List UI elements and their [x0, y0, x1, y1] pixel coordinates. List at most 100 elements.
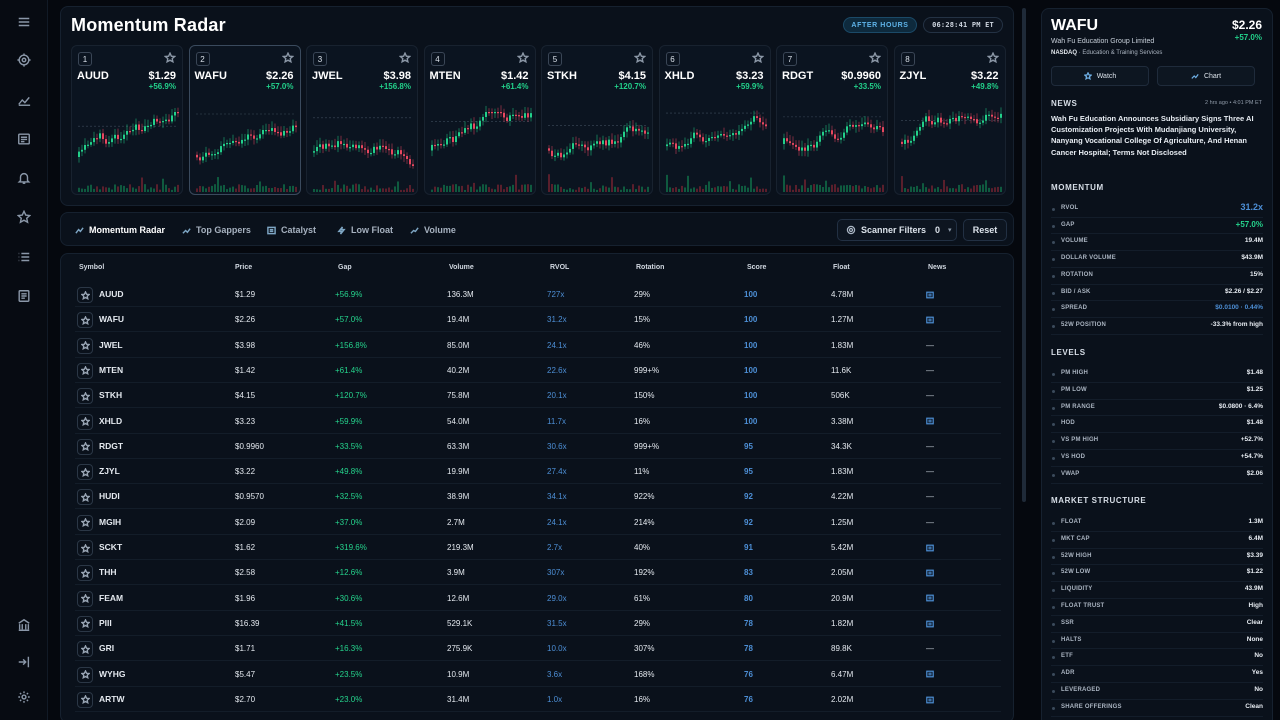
news-headline[interactable]: Wah Fu Education Announces Subsidiary Si…: [1051, 114, 1254, 157]
watch-button[interactable]: Watch: [1051, 66, 1149, 86]
column-header-volume[interactable]: Volume: [449, 264, 474, 271]
radar-card-mten[interactable]: 4 MTEN $1.42 +61.4%: [423, 45, 536, 195]
table-row[interactable]: GRI $1.71 +16.3% 275.9K 10.0x 307% 78 89.8K —: [75, 636, 1001, 662]
list-icon[interactable]: [14, 247, 34, 267]
candle-body: [454, 136, 457, 143]
table-row[interactable]: THH $2.58 +12.6% 3.9M 307x 192% 83 2.05M: [75, 560, 1001, 586]
star-icon[interactable]: [398, 51, 412, 64]
radar-card-xhld[interactable]: 6 XHLD $3.23 +59.9%: [658, 45, 771, 195]
watchlist-star-button[interactable]: [77, 590, 93, 607]
watchlist-star-button[interactable]: [77, 287, 93, 303]
watchlist-star-button[interactable]: [77, 388, 93, 405]
table-row[interactable]: AUUD $1.29 +56.9% 136.3M 727x 29% 100 4.78M: [75, 282, 1001, 307]
watchlist-star-button[interactable]: [77, 489, 93, 506]
watchlist-star-button[interactable]: [77, 691, 93, 708]
main-scrollbar[interactable]: [1022, 8, 1026, 502]
watchlist-star-button[interactable]: [77, 337, 93, 354]
tab-low-float[interactable]: Low Float: [337, 213, 393, 247]
news-icon[interactable]: [926, 662, 934, 687]
logout-icon[interactable]: [14, 652, 34, 672]
column-header-float[interactable]: Float: [833, 264, 850, 271]
chart-icon[interactable]: [14, 90, 34, 110]
column-header-rvol[interactable]: RVOL: [550, 264, 570, 271]
menu-icon[interactable]: [14, 12, 34, 32]
table-row[interactable]: WYHG $5.47 +23.5% 10.9M 3.6x 168% 76 6.47M: [75, 662, 1001, 687]
settings-icon[interactable]: [14, 687, 34, 707]
news-icon[interactable]: [926, 307, 934, 332]
table-row[interactable]: ARTW $2.70 +23.0% 31.4M 1.0x 16% 76 2.02M: [75, 687, 1001, 712]
column-header-price[interactable]: Price: [235, 264, 253, 271]
column-header-news[interactable]: News: [928, 264, 947, 271]
news-icon[interactable]: [926, 409, 934, 434]
tab-volume[interactable]: Volume: [410, 213, 456, 247]
candle-body: [737, 131, 740, 135]
radar-icon[interactable]: [14, 50, 34, 70]
star-icon[interactable]: [281, 51, 294, 64]
radar-card-jwel[interactable]: 3 JWEL $3.98 +156.8%: [306, 45, 418, 195]
watchlist-star-button[interactable]: [77, 514, 93, 531]
column-header-symbol[interactable]: Symbol: [79, 264, 105, 271]
column-header-rotation[interactable]: Rotation: [636, 264, 665, 271]
bank-icon[interactable]: [14, 615, 34, 635]
table-row[interactable]: PIII $16.39 +41.5% 529.1K 31.5x 29% 78 1.82M: [75, 611, 1001, 636]
candle-body: [225, 142, 228, 145]
star-icon[interactable]: [751, 51, 764, 64]
table-row[interactable]: MGIH $2.09 +37.0% 2.7M 24.1x 214% 92 1.25M —: [75, 510, 1001, 535]
star-icon[interactable]: [516, 51, 529, 64]
radar-card-stkh[interactable]: 5 STKH $4.15 +120.7%: [541, 45, 653, 195]
scanner-filters-button[interactable]: Scanner Filters 0 ▾: [837, 219, 957, 241]
column-header-score[interactable]: Score: [747, 264, 767, 271]
table-row[interactable]: MTEN $1.42 +61.4% 40.2M 22.6x 999+% 100 11.6K —: [75, 358, 1001, 383]
news-icon[interactable]: [926, 611, 934, 636]
tab-label: Top Gappers: [196, 225, 251, 235]
watchlist-star-button[interactable]: [77, 615, 93, 632]
column-header-gap[interactable]: Gap: [338, 264, 352, 271]
table-row[interactable]: HUDI $0.9570 +32.5% 38.9M 34.1x 922% 92 4.22M —: [75, 484, 1001, 510]
star-icon[interactable]: [633, 51, 647, 64]
cell-symbol: XHLD: [99, 415, 123, 426]
watchlist-star-button[interactable]: [77, 312, 93, 329]
watchlist-star-button[interactable]: [77, 666, 93, 683]
watchlist-star-button[interactable]: [77, 565, 93, 582]
watchlist-star-button[interactable]: [77, 464, 93, 481]
volume-bar: [590, 182, 592, 192]
notes-icon[interactable]: [14, 286, 34, 306]
chart-button[interactable]: Chart: [1157, 66, 1255, 86]
news-icon[interactable]: [14, 129, 34, 149]
tab-top-gappers[interactable]: Top Gappers: [182, 213, 251, 247]
table-row[interactable]: XHLD $3.23 +59.9% 54.0M 11.7x 16% 100 3.38M: [75, 409, 1001, 434]
watchlist-star-button[interactable]: [77, 438, 93, 455]
news-icon[interactable]: [926, 586, 934, 611]
table-row[interactable]: STKH $4.15 +120.7% 75.8M 20.1x 150% 100 506K —: [75, 383, 1001, 409]
table-row[interactable]: JWEL $3.98 +156.8% 85.0M 24.1x 46% 100 1.83M —: [75, 333, 1001, 358]
tab-catalyst[interactable]: Catalyst: [267, 213, 316, 247]
table-row[interactable]: ZJYL $3.22 +49.8% 19.9M 27.4x 11% 95 1.83M —: [75, 459, 1001, 485]
radar-card-auud[interactable]: 1 AUUD $1.29 +56.9%: [71, 45, 183, 195]
star-icon[interactable]: [868, 51, 882, 64]
volume-bar: [364, 186, 366, 192]
tab-momentum-radar[interactable]: Momentum Radar: [75, 213, 165, 247]
cell-price: $3.22: [235, 467, 256, 477]
table-row[interactable]: FEAM $1.96 +30.6% 12.6M 29.0x 61% 80 20.9M: [75, 586, 1001, 611]
radar-card-zjyl[interactable]: 8 ZJYL $3.22 +49.8%: [893, 45, 1006, 195]
bell-icon[interactable]: [14, 168, 34, 188]
watchlist-star-button[interactable]: [77, 413, 93, 430]
news-icon[interactable]: [926, 560, 934, 585]
star-icon[interactable]: [14, 207, 34, 227]
cell-float: 11.6K: [831, 365, 852, 375]
radar-card-rdgt[interactable]: 7 RDGT $0.9960 +33.5%: [776, 45, 888, 195]
table-row[interactable]: WAFU $2.26 +57.0% 19.4M 31.2x 15% 100 1.27M: [75, 307, 1001, 333]
watchlist-star-button[interactable]: [77, 540, 93, 556]
star-icon[interactable]: [163, 51, 177, 64]
table-row[interactable]: RDGT $0.9960 +33.5% 63.3M 30.6x 999+% 95 34.3K —: [75, 434, 1001, 459]
news-icon[interactable]: [926, 687, 934, 712]
watchlist-star-button[interactable]: [77, 641, 93, 658]
radar-card-wafu[interactable]: 2 WAFU $2.26 +57.0%: [188, 45, 301, 195]
star-icon[interactable]: [986, 51, 999, 64]
news-icon[interactable]: [926, 535, 934, 560]
cell-symbol: THH: [99, 567, 117, 578]
table-row[interactable]: SCKT $1.62 +319.6% 219.3M 2.7x 40% 91 5.42M: [75, 535, 1001, 560]
watchlist-star-button[interactable]: [77, 362, 93, 379]
reset-button[interactable]: Reset: [963, 219, 1007, 241]
news-icon[interactable]: [926, 282, 934, 307]
